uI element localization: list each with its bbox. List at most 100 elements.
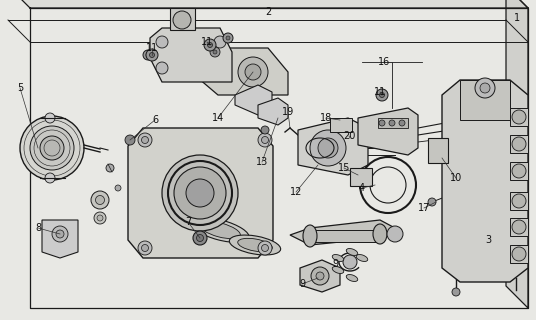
- Polygon shape: [150, 28, 232, 82]
- Circle shape: [56, 230, 64, 238]
- Text: 13: 13: [256, 157, 268, 167]
- Circle shape: [512, 137, 526, 151]
- Text: 16: 16: [378, 57, 390, 67]
- Polygon shape: [8, 0, 528, 8]
- Polygon shape: [442, 80, 528, 282]
- Circle shape: [95, 196, 105, 204]
- Circle shape: [20, 116, 84, 180]
- Circle shape: [223, 33, 233, 43]
- Circle shape: [316, 272, 324, 280]
- Circle shape: [428, 198, 436, 206]
- Text: 19: 19: [282, 107, 294, 117]
- Circle shape: [138, 241, 152, 255]
- Circle shape: [138, 133, 152, 147]
- Ellipse shape: [191, 218, 249, 242]
- Circle shape: [262, 137, 269, 143]
- Text: 17: 17: [418, 203, 430, 213]
- Circle shape: [318, 138, 338, 158]
- Circle shape: [210, 47, 220, 57]
- Bar: [510, 162, 528, 180]
- Circle shape: [258, 133, 272, 147]
- Circle shape: [143, 50, 153, 60]
- Circle shape: [156, 62, 168, 74]
- Circle shape: [115, 185, 121, 191]
- Bar: [510, 245, 528, 263]
- Ellipse shape: [346, 249, 358, 255]
- Text: 3: 3: [485, 235, 491, 245]
- Bar: [310, 230, 380, 242]
- Text: 11: 11: [201, 37, 213, 47]
- Circle shape: [91, 191, 109, 209]
- Bar: [378, 118, 408, 128]
- Polygon shape: [358, 108, 418, 155]
- Bar: [428, 138, 448, 163]
- Text: 1: 1: [514, 13, 520, 23]
- Bar: [350, 168, 372, 186]
- Text: 11: 11: [146, 43, 158, 53]
- Circle shape: [387, 226, 403, 242]
- Bar: [510, 192, 528, 210]
- Bar: [330, 118, 352, 132]
- Circle shape: [512, 110, 526, 124]
- Circle shape: [262, 244, 269, 252]
- Text: 14: 14: [212, 113, 224, 123]
- Circle shape: [94, 212, 106, 224]
- Circle shape: [238, 57, 268, 87]
- Circle shape: [162, 155, 238, 231]
- Text: 15: 15: [338, 163, 350, 173]
- Polygon shape: [506, 0, 528, 308]
- Circle shape: [106, 164, 114, 172]
- Circle shape: [146, 53, 150, 57]
- Ellipse shape: [199, 221, 240, 239]
- Ellipse shape: [238, 238, 272, 252]
- Polygon shape: [235, 85, 272, 115]
- Polygon shape: [300, 260, 340, 292]
- Polygon shape: [42, 220, 78, 258]
- Text: 9: 9: [332, 259, 338, 269]
- Circle shape: [45, 173, 55, 183]
- Text: 5: 5: [17, 83, 23, 93]
- Ellipse shape: [346, 275, 358, 282]
- Circle shape: [125, 135, 135, 145]
- Circle shape: [379, 92, 384, 98]
- Circle shape: [173, 11, 191, 29]
- Bar: [510, 135, 528, 153]
- Ellipse shape: [356, 254, 368, 261]
- Circle shape: [512, 247, 526, 261]
- Bar: [510, 218, 528, 236]
- Circle shape: [389, 120, 395, 126]
- Circle shape: [475, 78, 495, 98]
- Text: 20: 20: [343, 131, 355, 141]
- Bar: [170, 8, 195, 30]
- Text: 6: 6: [152, 115, 158, 125]
- Text: 9: 9: [299, 279, 305, 289]
- Polygon shape: [290, 220, 395, 245]
- Circle shape: [245, 64, 261, 80]
- Circle shape: [40, 136, 64, 160]
- Circle shape: [261, 126, 269, 134]
- Circle shape: [379, 120, 385, 126]
- Ellipse shape: [229, 235, 281, 255]
- Circle shape: [204, 39, 216, 51]
- Circle shape: [207, 43, 212, 47]
- Circle shape: [512, 220, 526, 234]
- Circle shape: [311, 267, 329, 285]
- Circle shape: [452, 288, 460, 296]
- Circle shape: [156, 36, 168, 48]
- Circle shape: [480, 83, 490, 93]
- Circle shape: [213, 50, 217, 54]
- Circle shape: [146, 49, 158, 61]
- Ellipse shape: [303, 225, 317, 247]
- Circle shape: [45, 113, 55, 123]
- Circle shape: [174, 167, 226, 219]
- Circle shape: [142, 137, 148, 143]
- Circle shape: [197, 235, 204, 242]
- Circle shape: [512, 164, 526, 178]
- Circle shape: [30, 126, 74, 170]
- Circle shape: [186, 179, 214, 207]
- Text: 18: 18: [320, 113, 332, 123]
- Ellipse shape: [373, 224, 387, 244]
- Text: 7: 7: [185, 217, 191, 227]
- Circle shape: [258, 241, 272, 255]
- Ellipse shape: [332, 267, 344, 274]
